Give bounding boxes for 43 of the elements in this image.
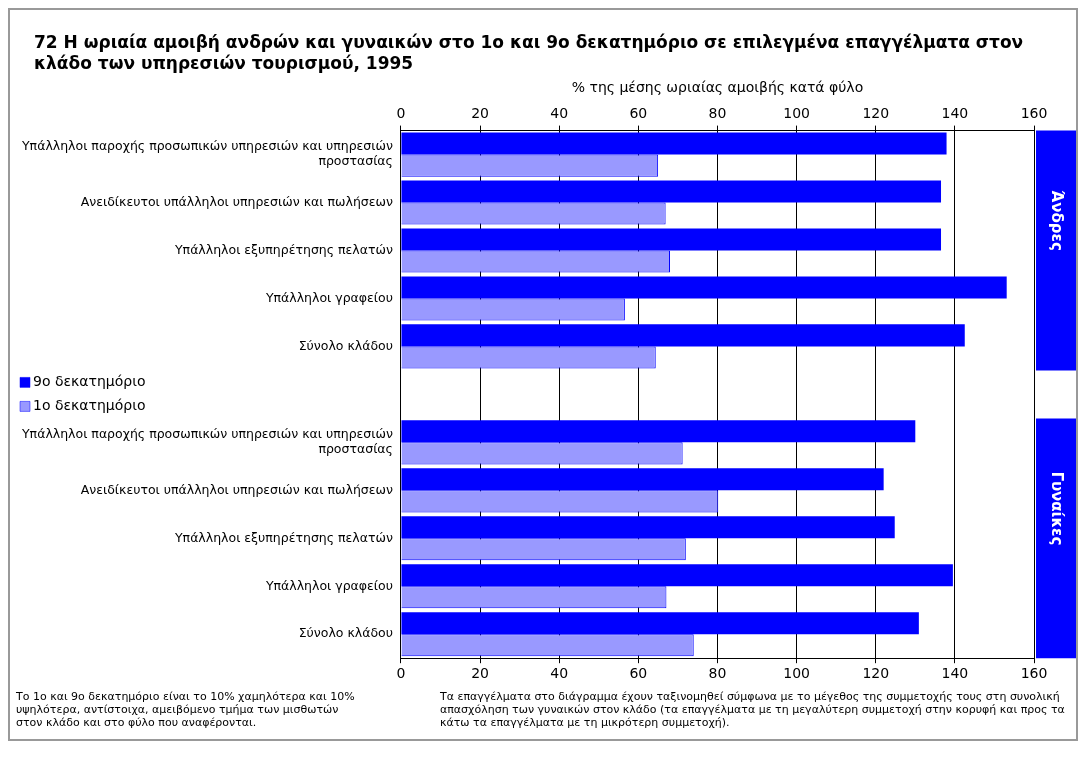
- x2-tick-label: 120: [862, 104, 890, 121]
- y-tick-label: Υπάλληλοι παροχής προσωπικών υπηρεσιών και υπηρεσιών προστασίας: [20, 138, 393, 169]
- x2-axis-title: % της μέσης ωριαίας αμοιβής κατά φύλο: [571, 79, 864, 96]
- x2-tick-label: 20: [471, 104, 489, 121]
- x2-tick-label: 80: [708, 104, 727, 121]
- x-tick-label: 40: [550, 665, 569, 682]
- x-tick-label: 120: [862, 665, 890, 682]
- bar: [401, 180, 942, 203]
- x2-tick-label: 160: [1020, 104, 1048, 121]
- bar: [401, 420, 916, 443]
- x2-tick-label: 0: [396, 104, 406, 121]
- x-tick-label: 140: [941, 665, 969, 682]
- x-tick-label: 60: [629, 665, 648, 682]
- legend-label: 1ο δεκατημόριο: [33, 397, 146, 414]
- bar: [401, 276, 1007, 299]
- x-tick-label: 160: [1020, 665, 1048, 682]
- y-tick-label: Σύνολο κλάδου: [298, 625, 393, 641]
- text: Το 1ο και 9ο δεκατημόριο είναι το 10% χαμηλότερα και 10% υψηλότερα, αντίστοιχα, αμειβόμενο τμήμα των μισθωτών στον κλάδο και στο φύλο που αναφέρονται.: [16, 690, 356, 729]
- text: Άνδρες: [1048, 190, 1067, 251]
- x-tick-label: 100: [783, 665, 810, 682]
- x-tick-label: 20: [471, 665, 489, 682]
- y-tick-label: Υπάλληλοι παροχής προσωπικών υπηρεσιών και υπηρεσιών προστασίας: [20, 426, 393, 457]
- bar: [401, 516, 895, 539]
- y-tick-label: Υπάλληλοι εξυπηρέτησης πελατών: [173, 529, 393, 545]
- x2-tick-label: 40: [550, 104, 569, 121]
- x2-tick-label: 100: [783, 104, 810, 121]
- y-tick-label: Ανειδίκευτοι υπάλληλοι υπηρεσιών και πωλήσεων: [80, 193, 393, 209]
- bar: [401, 324, 965, 347]
- bar: [401, 228, 942, 251]
- x-tick-label: 80: [708, 665, 727, 682]
- x2-tick-label: 140: [941, 104, 969, 121]
- y-tick-label: Υπάλληλοι γραφείου: [264, 577, 393, 593]
- y-tick-label: Υπάλληλοι εξυπηρέτησης πελατών: [173, 241, 393, 257]
- chart-title: 72 Η ωριαία αμοιβή ανδρών και γυναικών στο 1ο και 9ο δεκατημόριο σε επιλεγμένα επαγγέλματα στον κλάδο των υπηρεσιών τουρισμού, 1995: [33, 31, 1025, 75]
- y-tick-label: Ανειδίκευτοι υπάλληλοι υπηρεσιών και πωλήσεων: [80, 481, 393, 497]
- y-tick-label: Υπάλληλοι γραφείου: [264, 289, 393, 305]
- legend-label: 9ο δεκατημόριο: [33, 373, 146, 390]
- text: Γυναίκες: [1048, 471, 1067, 546]
- text: Τα επαγγέλματα στο διάγραμμα έχουν ταξινομηθεί σύμφωνα με το μέγεθος της συμμετοχής τους στη συνολική απασχόληση των γυναικών στον κλάδο (τα επαγγέλματα με τη μεγαλύτερη συμμετοχή στην κορυφή και προς τα κάτω τα επαγγέλματα με τη μικρότερη συμμετοχή).: [440, 690, 1066, 729]
- y-tick-label: Σύνολο κλάδου: [298, 337, 393, 353]
- x-tick-label: 0: [396, 665, 406, 682]
- x2-tick-label: 60: [629, 104, 648, 121]
- bar: [401, 612, 919, 635]
